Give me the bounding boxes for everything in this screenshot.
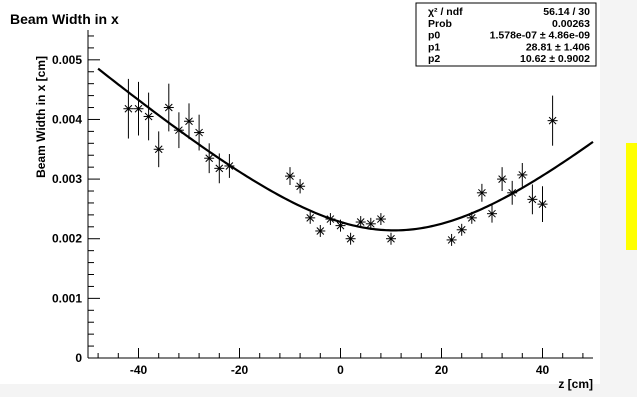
data-point: [537, 186, 548, 223]
star-marker-stroke: [286, 172, 294, 180]
data-point: [456, 223, 467, 236]
data-point: [386, 232, 396, 245]
star-marker-stroke: [538, 200, 547, 208]
star-marker-stroke: [185, 117, 193, 126]
star-marker-stroke: [225, 162, 234, 170]
star-marker-stroke: [377, 215, 385, 223]
data-point: [173, 112, 184, 149]
star-marker-stroke: [164, 103, 173, 112]
data-point: [507, 180, 518, 205]
data-point: [497, 167, 508, 192]
star-marker-stroke: [144, 112, 153, 121]
star-marker-stroke: [346, 234, 355, 243]
star-marker-stroke: [154, 145, 163, 154]
y-tick-label: 0: [75, 351, 82, 365]
data-point: [133, 81, 144, 136]
data-point: [315, 225, 326, 237]
data-point: [527, 184, 538, 215]
x-axis-title: z [cm]: [558, 377, 593, 391]
star-marker-stroke: [356, 218, 365, 226]
star-marker-stroke: [306, 214, 315, 222]
star-marker-stroke: [508, 188, 517, 197]
x-tick-label: -20: [231, 363, 249, 377]
stats-label: χ² / ndf: [428, 6, 463, 18]
x-tick-label: 20: [435, 363, 449, 377]
x-tick-label: 0: [337, 363, 344, 377]
data-point: [194, 114, 205, 151]
data-point: [224, 154, 235, 178]
star-marker-stroke: [457, 225, 466, 234]
star-marker-stroke: [124, 104, 133, 113]
stats-value: 10.62 ± 0.9002: [520, 53, 590, 65]
data-point: [153, 131, 164, 168]
data-point: [285, 167, 295, 186]
star-marker-stroke: [195, 128, 203, 137]
data-point: [375, 213, 386, 226]
data-point: [446, 233, 457, 246]
stats-value: 28.81 ± 1.406: [526, 41, 590, 53]
star-marker-stroke: [498, 175, 506, 183]
data-point: [305, 211, 316, 224]
star-marker-stroke: [447, 236, 456, 244]
star-marker-stroke: [387, 234, 395, 243]
fit-curve: [97, 67, 594, 232]
chart-title: Beam Width in x: [10, 11, 119, 27]
star-marker-stroke: [366, 219, 375, 228]
data-point: [123, 78, 134, 139]
data-point: [295, 179, 306, 194]
star-marker-stroke: [548, 116, 557, 125]
star-marker-stroke: [467, 214, 476, 222]
star-marker-stroke: [316, 227, 325, 235]
stats-label: p2: [428, 53, 440, 65]
star-marker-stroke: [215, 164, 224, 173]
data-point: [143, 92, 154, 141]
star-marker-stroke: [326, 215, 335, 223]
data-point: [214, 153, 225, 184]
stats-label: p1: [428, 41, 440, 53]
stats-label: p0: [428, 30, 440, 42]
data-point: [184, 103, 194, 140]
y-axis-title: Beam Width in x [cm]: [34, 56, 48, 178]
x-tick-label: 40: [536, 363, 550, 377]
star-marker-stroke: [518, 171, 527, 179]
data-point: [204, 143, 215, 174]
stats-value: 0.00263: [552, 18, 590, 30]
y-tick-label: 0.003: [52, 172, 82, 186]
fit-statistics-box: χ² / ndf 56.14 / 30 Prob 0.00263 p0 1.578e-07…: [415, 2, 597, 67]
star-marker-stroke: [478, 188, 486, 197]
y-tick-label: 0.001: [52, 291, 82, 305]
stats-value: 56.14 / 30: [543, 6, 590, 18]
yellow-marker: [626, 143, 637, 250]
stats-value: 1.578e-07 ± 4.86e-09: [490, 30, 591, 42]
stats-label: Prob: [428, 18, 452, 30]
star-marker-stroke: [336, 221, 345, 230]
data-point: [163, 83, 174, 132]
y-tick-label: 0.002: [52, 232, 82, 246]
data-point: [325, 213, 336, 226]
star-marker-stroke: [134, 104, 143, 113]
data-point: [466, 211, 477, 224]
data-point: [345, 232, 356, 245]
x-tick-label: -40: [130, 363, 148, 377]
star-marker-stroke: [528, 195, 537, 204]
y-tick-label: 0.004: [52, 112, 82, 126]
y-tick-label: 0.005: [52, 53, 82, 67]
data-point: [476, 183, 487, 202]
data-point: [517, 162, 528, 187]
data-point: [547, 95, 558, 146]
data-point: [355, 216, 366, 228]
star-marker-stroke: [175, 126, 183, 135]
star-marker-stroke: [205, 154, 214, 163]
star-marker-stroke: [296, 182, 304, 191]
data-point: [335, 219, 346, 232]
data-point: [365, 217, 376, 230]
data-point: [487, 204, 497, 223]
star-marker-stroke: [488, 209, 496, 218]
